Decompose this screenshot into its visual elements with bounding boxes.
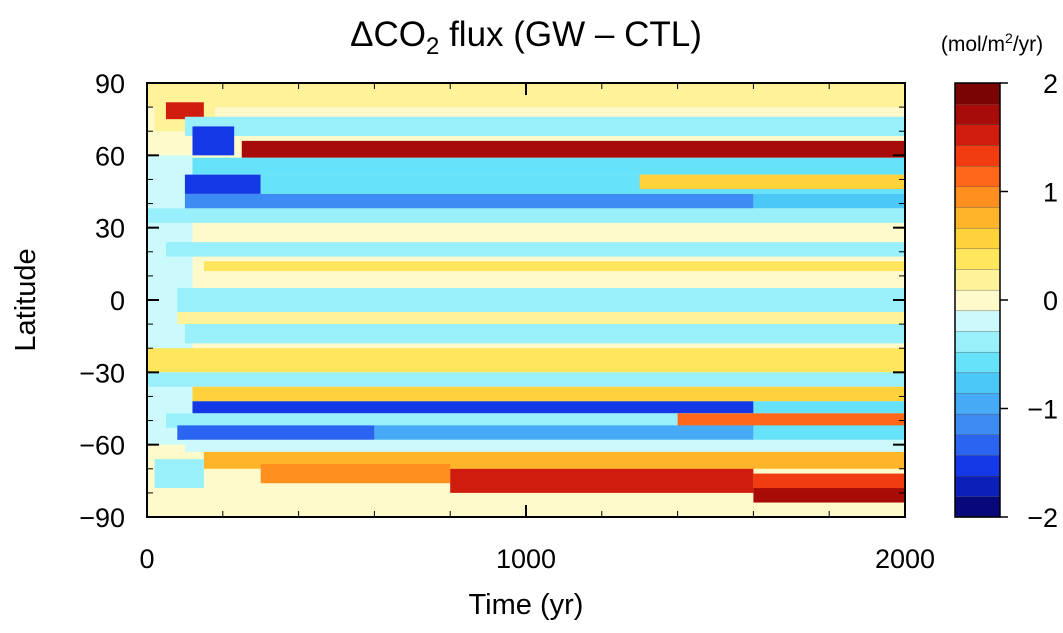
heatmap-band	[165, 413, 754, 428]
heatmap-band	[450, 468, 754, 493]
heatmap-band	[753, 401, 905, 414]
heatmap-band	[184, 193, 754, 209]
colorbar-units-superscript: 2	[1005, 30, 1013, 46]
colorbar-level	[954, 289, 1001, 312]
heatmap-band	[260, 463, 451, 484]
y-tick-label: 90	[95, 69, 125, 99]
heatmap-band	[184, 174, 261, 194]
heatmap-band	[241, 140, 905, 158]
axis-ticks	[146, 82, 906, 518]
colorbar-ticks: 2 1 0 −1 −2	[1000, 69, 1058, 533]
colorbar-units-suffix: /yr)	[1013, 33, 1043, 56]
colorbar-level	[954, 496, 1001, 518]
colorbar-level	[954, 413, 1001, 436]
colorbar-level	[954, 165, 1001, 188]
heatmap-band	[177, 287, 905, 313]
heatmap-band	[165, 102, 204, 120]
colorbar-level	[954, 310, 1001, 332]
colorbar-level	[954, 268, 1001, 291]
y-tick-label: 30	[95, 214, 125, 244]
y-tick-label: −30	[79, 358, 125, 388]
heatmap-band	[192, 401, 754, 414]
colorbar-tick-label: −2	[1027, 503, 1058, 533]
colorbar-level	[954, 206, 1001, 229]
heatmap-band	[184, 439, 905, 452]
y-tick-label: 0	[110, 286, 125, 316]
colorbar-tick-label: 0	[1043, 286, 1058, 316]
colorbar-level	[954, 392, 1001, 415]
heatmap-band	[753, 473, 905, 493]
heatmap-band	[165, 242, 905, 257]
colorbar-units-label: (mol/m2/yr)	[941, 30, 1043, 56]
x-axis-label: Time (yr)	[469, 589, 584, 621]
heatmap-bands	[147, 83, 905, 503]
colorbar-level	[954, 372, 1001, 394]
heatmap-band	[177, 312, 905, 325]
heatmap-band	[147, 348, 905, 373]
x-tick-label: 1000	[496, 544, 556, 574]
colorbar-level	[954, 454, 1001, 477]
heatmap-band	[192, 386, 905, 402]
heatmap-band	[192, 126, 235, 156]
y-axis-label: Latitude	[10, 248, 42, 351]
colorbar-tick-label: 1	[1043, 178, 1058, 208]
heatmap-band	[154, 459, 204, 489]
heatmap-band	[177, 425, 375, 440]
colorbar-level	[954, 124, 1001, 146]
heatmap-band	[184, 116, 905, 137]
heatmap-band	[192, 157, 905, 175]
heatmap-band	[753, 488, 905, 503]
y-tick-label: 60	[95, 141, 125, 171]
chart-title-prefix: ΔCO	[350, 15, 426, 54]
heatmap-band	[147, 372, 905, 387]
colorbar-level	[954, 475, 1001, 498]
chart-title-subscript: 2	[426, 33, 439, 60]
heatmap-band	[753, 193, 905, 209]
colorbar	[954, 82, 1001, 518]
heatmap-band	[184, 324, 905, 344]
colorbar-level	[954, 82, 1001, 105]
heatmap-band	[677, 413, 905, 428]
colorbar-units-prefix: (mol/m	[941, 33, 1005, 56]
colorbar-level	[954, 227, 1001, 250]
heatmap-band	[203, 261, 905, 272]
colorbar-level	[954, 103, 1001, 126]
y-tick-label: −90	[79, 503, 125, 533]
heatmap-band	[147, 208, 905, 223]
heatmap-band	[639, 174, 905, 190]
colorbar-level	[954, 248, 1001, 270]
colorbar-tick-label: −1	[1027, 395, 1058, 425]
x-tick-label: 2000	[875, 544, 935, 574]
colorbar-level	[954, 186, 1001, 208]
y-tick-labels: 90 60 30 0 −30 −60 −90	[79, 69, 125, 533]
colorbar-level	[954, 144, 1001, 167]
heatmap-band	[374, 425, 754, 440]
heatmap-band	[753, 425, 905, 440]
x-tick-label: 0	[139, 544, 154, 574]
colorbar-level	[954, 434, 1001, 456]
y-tick-label: −60	[79, 431, 125, 461]
x-tick-labels: 0 1000 2000	[139, 544, 935, 574]
colorbar-level	[954, 330, 1001, 353]
colorbar-level	[954, 351, 1001, 374]
chart-title-suffix: flux (GW – CTL)	[439, 15, 702, 54]
chart-title: ΔCO2 flux (GW – CTL)	[350, 15, 702, 60]
colorbar-tick-label: 2	[1043, 69, 1058, 99]
